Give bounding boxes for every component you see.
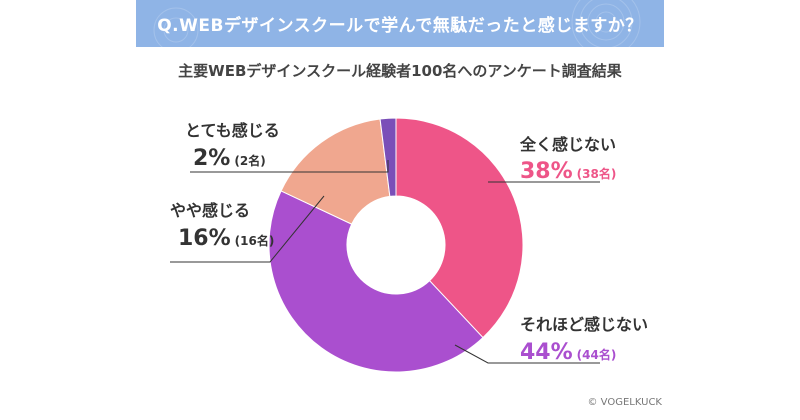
donut-slice-1: [268, 190, 484, 373]
donut-slice-0: [395, 117, 524, 339]
label-name-slice-1: それほど感じない: [520, 315, 648, 334]
leader-line-slice-3: [190, 160, 389, 173]
label-name-slice-0: 全く感じない: [519, 135, 616, 154]
chart-subtitle: 主要WEBデザインスクール経験者100名へのアンケート調査結果: [178, 62, 622, 80]
leader-line-slice-1: [454, 344, 600, 364]
label-pct-slice-2: 16% (16名): [178, 226, 274, 251]
credit: © VOGELKUCK: [587, 397, 662, 408]
label-pct-slice-1: 44% (44名): [520, 340, 616, 365]
label-name-slice-2: やや感じる: [170, 201, 250, 220]
chart-title: Q.WEBデザインスクールで学んで無駄だったと感じますか？: [157, 16, 643, 36]
banner-decoration: [153, 0, 641, 47]
label-pct-slice-0: 38% (38名): [520, 159, 616, 184]
donut-slice-3: [379, 117, 397, 197]
leader-line-slice-2: [170, 195, 325, 263]
label-pct-slice-3: 2% (2名): [193, 146, 266, 171]
label-name-slice-3: とても感じる: [185, 121, 280, 140]
title-banner: Q.WEBデザインスクールで学んで無駄だったと感じますか？: [136, 0, 664, 47]
